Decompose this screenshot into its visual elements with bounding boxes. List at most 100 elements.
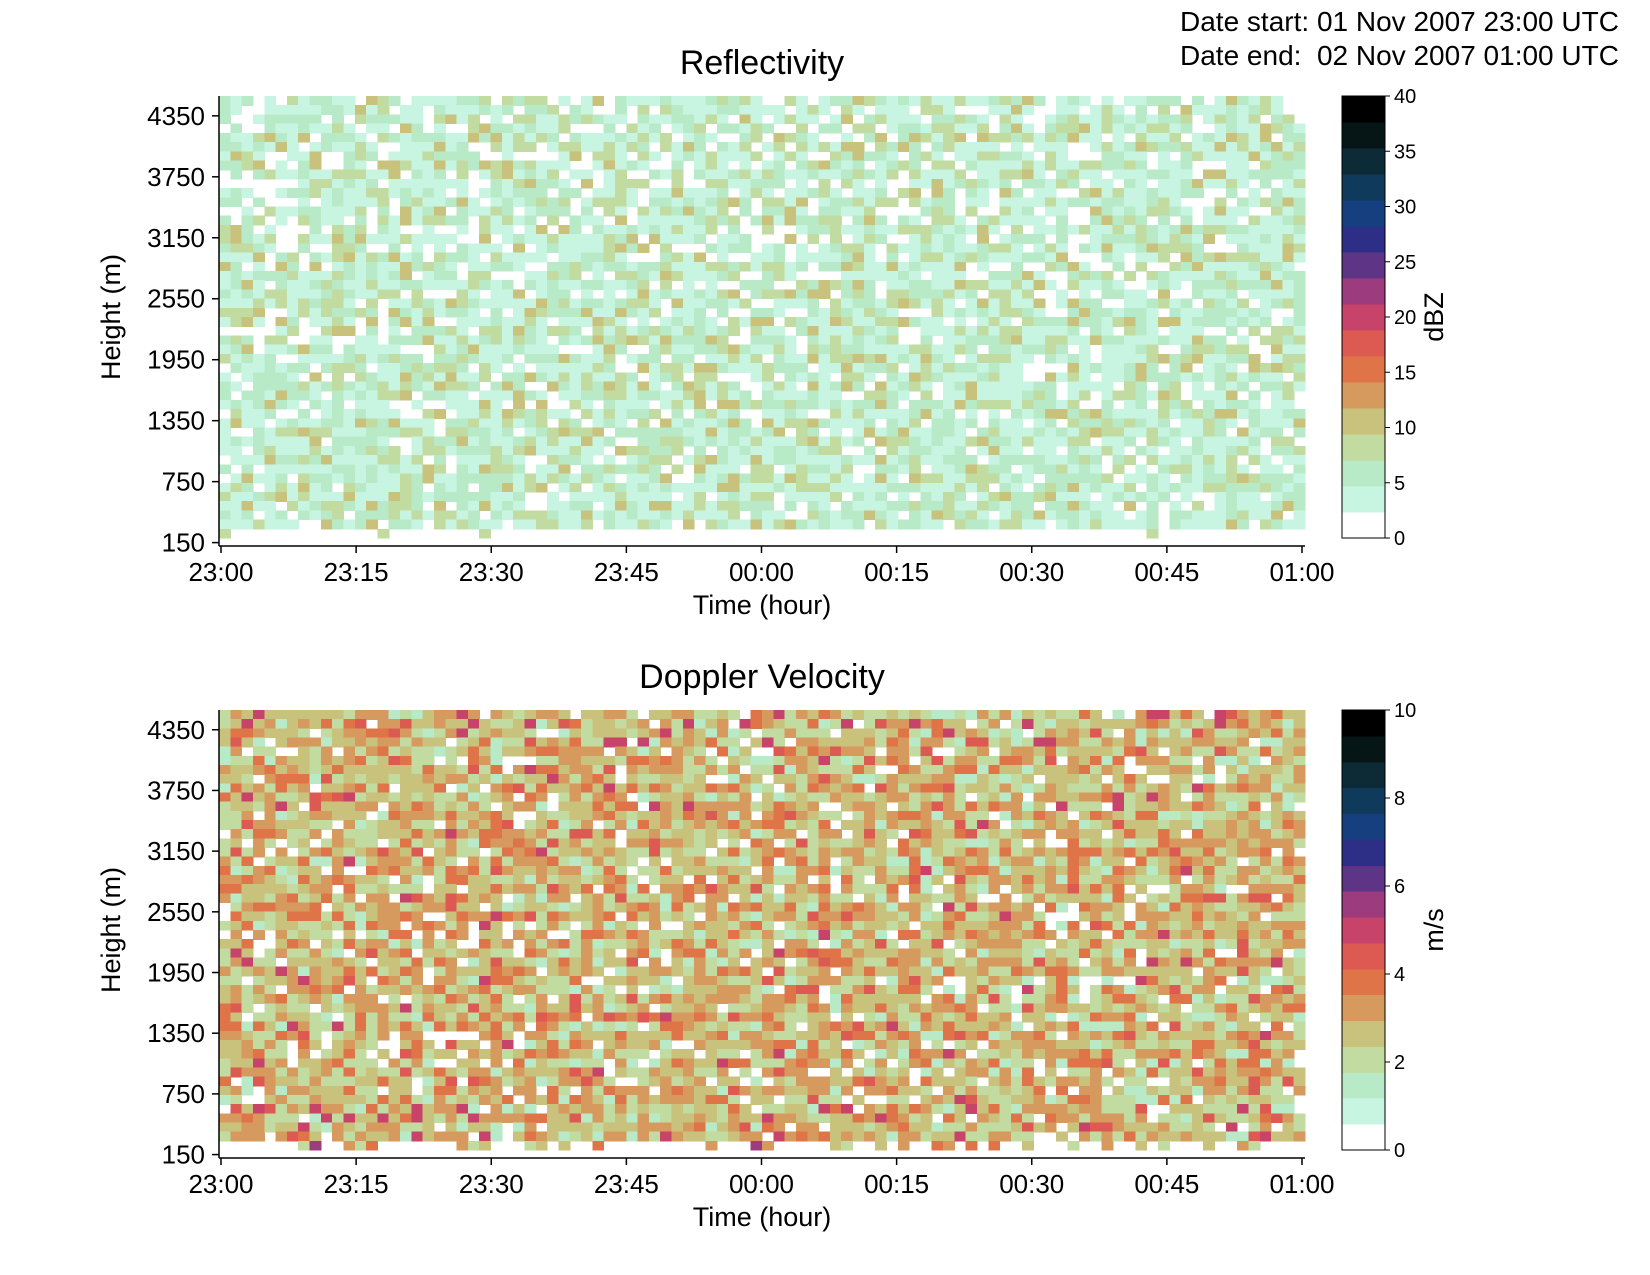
heatmap-cell	[433, 829, 446, 839]
heatmap-cell	[535, 289, 548, 300]
heatmap-cell	[320, 353, 333, 364]
heatmap-cell	[648, 169, 661, 180]
heatmap-cell	[400, 455, 412, 465]
heatmap-cell	[875, 151, 888, 162]
heatmap-cell	[332, 1058, 345, 1069]
heatmap-cell	[343, 473, 356, 484]
heatmap-cell	[716, 252, 729, 263]
heatmap-cell	[422, 427, 435, 438]
heatmap-cell	[1214, 436, 1227, 447]
heatmap-cell	[716, 519, 729, 530]
heatmap-cell	[863, 188, 876, 198]
heatmap-cell	[558, 353, 571, 364]
heatmap-cell	[852, 206, 865, 217]
heatmap-cell	[264, 765, 277, 775]
heatmap-cell	[241, 243, 254, 254]
heatmap-cell	[332, 719, 345, 729]
heatmap-cell	[354, 206, 367, 217]
heatmap-cell	[886, 482, 899, 493]
heatmap-cell	[1282, 335, 1295, 346]
heatmap-cell	[354, 519, 367, 530]
heatmap-cell	[1271, 197, 1283, 208]
heatmap-cell	[1259, 298, 1272, 309]
heatmap-cell	[773, 151, 786, 162]
heatmap-cell	[795, 326, 808, 337]
heatmap-cell	[524, 1012, 537, 1023]
heatmap-cell	[388, 939, 401, 949]
heatmap-cell	[1135, 298, 1148, 309]
heatmap-cell	[1010, 501, 1023, 511]
heatmap-cell	[841, 335, 854, 346]
heatmap-cell	[422, 930, 435, 940]
heatmap-cell	[1112, 427, 1125, 438]
heatmap-cell	[976, 491, 989, 502]
heatmap-cell	[286, 1095, 299, 1105]
heatmap-cell	[897, 482, 910, 493]
heatmap-cell	[377, 344, 390, 355]
heatmap-cell	[535, 975, 548, 986]
heatmap-cell	[456, 280, 469, 290]
heatmap-cell	[1293, 519, 1306, 530]
heatmap-cell	[1033, 307, 1046, 318]
heatmap-cell	[1146, 491, 1159, 502]
heatmap-cell	[400, 427, 412, 438]
heatmap-cell	[795, 169, 808, 180]
heatmap-cell	[445, 728, 458, 739]
heatmap-cell	[411, 810, 424, 821]
heatmap-cell	[1022, 436, 1035, 447]
heatmap-cell	[456, 728, 469, 739]
heatmap-cell	[252, 436, 265, 447]
heatmap-cell	[433, 270, 446, 281]
heatmap-cell	[931, 151, 944, 162]
heatmap-cell	[988, 427, 1001, 438]
heatmap-cell	[400, 957, 412, 968]
heatmap-cell	[377, 737, 390, 748]
heatmap-cell	[513, 1076, 526, 1087]
heatmap-cell	[1112, 151, 1125, 162]
heatmap-cell	[1112, 445, 1125, 456]
heatmap-cell	[411, 178, 424, 189]
heatmap-cell	[445, 985, 458, 995]
heatmap-cell	[886, 298, 899, 309]
heatmap-cell	[682, 132, 695, 143]
heatmap-cell	[275, 390, 288, 401]
heatmap-cell	[909, 151, 921, 162]
heatmap-cell	[366, 994, 378, 1004]
heatmap-cell	[1237, 160, 1250, 171]
heatmap-cell	[366, 911, 378, 922]
heatmap-cell	[1090, 317, 1102, 327]
heatmap-cell	[1157, 132, 1170, 143]
heatmap-cell	[400, 151, 412, 162]
heatmap-cell	[366, 418, 378, 429]
heatmap-cell	[897, 132, 910, 143]
heatmap-cell	[467, 114, 480, 125]
heatmap-cell	[1078, 381, 1091, 392]
heatmap-cell	[762, 464, 774, 475]
heatmap-cell	[456, 1140, 469, 1151]
heatmap-cell	[309, 105, 322, 116]
heatmap-cell	[354, 920, 367, 931]
heatmap-cell	[739, 344, 752, 355]
heatmap-cell	[1271, 160, 1283, 171]
heatmap-cell	[275, 519, 288, 530]
heatmap-cell	[1124, 326, 1136, 337]
heatmap-cell	[614, 224, 627, 235]
heatmap-cell	[388, 372, 401, 383]
heatmap-cell	[309, 501, 322, 511]
heatmap-cell	[252, 317, 265, 327]
heatmap-cell	[1248, 215, 1261, 226]
heatmap-cells	[219, 96, 1306, 539]
heatmap-cell	[320, 501, 333, 511]
heatmap-cell	[422, 1067, 435, 1078]
heatmap-cell	[1214, 215, 1227, 226]
heatmap-cell	[433, 169, 446, 180]
heatmap-cell	[320, 142, 333, 152]
heatmap-cell	[535, 482, 548, 493]
heatmap-cell	[1056, 427, 1069, 438]
heatmap-cell	[264, 1122, 277, 1133]
heatmap-cell	[614, 399, 627, 410]
heatmap-cell	[807, 344, 820, 355]
heatmap-cell	[818, 307, 831, 318]
heatmap-cell	[332, 792, 345, 803]
